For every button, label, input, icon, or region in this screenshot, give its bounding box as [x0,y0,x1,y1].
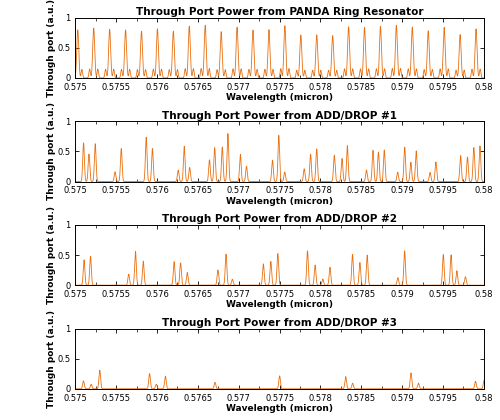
X-axis label: Wavelength (micron): Wavelength (micron) [226,93,333,102]
Y-axis label: Through port (a.u.): Through port (a.u.) [47,310,56,408]
Y-axis label: Through port (a.u.): Through port (a.u.) [47,0,56,97]
Title: Through Port Power from PANDA Ring Resonator: Through Port Power from PANDA Ring Reson… [136,7,424,17]
X-axis label: Wavelength (micron): Wavelength (micron) [226,197,333,206]
Y-axis label: Through port (a.u.): Through port (a.u.) [47,102,56,200]
Title: Through Port Power from ADD/DROP #3: Through Port Power from ADD/DROP #3 [162,318,397,328]
Title: Through Port Power from ADD/DROP #2: Through Port Power from ADD/DROP #2 [162,214,397,224]
Title: Through Port Power from ADD/DROP #1: Through Port Power from ADD/DROP #1 [162,110,397,121]
X-axis label: Wavelength (micron): Wavelength (micron) [226,404,333,413]
Y-axis label: Through port (a.u.): Through port (a.u.) [47,206,56,304]
X-axis label: Wavelength (micron): Wavelength (micron) [226,300,333,310]
